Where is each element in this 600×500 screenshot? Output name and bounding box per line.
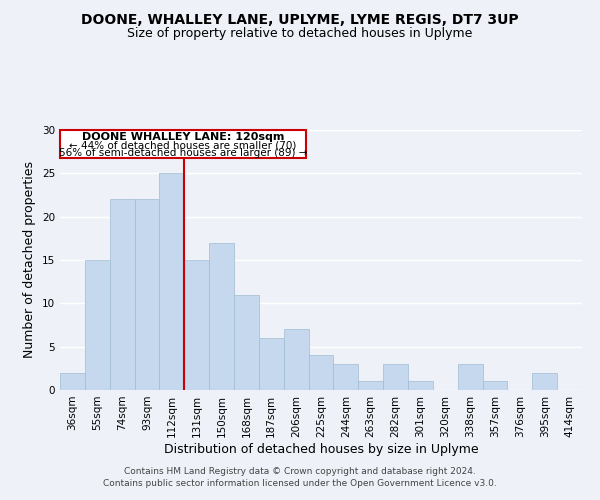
Bar (110, 200, 134, 390)
Bar (60, 372, 85, 390)
Bar (160, 174, 184, 390)
Text: DOONE, WHALLEY LANE, UPLYME, LYME REGIS, DT7 3UP: DOONE, WHALLEY LANE, UPLYME, LYME REGIS,… (81, 12, 519, 26)
Text: Size of property relative to detached houses in Uplyme: Size of property relative to detached ho… (127, 28, 473, 40)
Bar (532, 372, 557, 390)
FancyBboxPatch shape (60, 130, 306, 158)
Bar (209, 242, 234, 390)
Bar (408, 382, 433, 390)
X-axis label: Distribution of detached houses by size in Uplyme: Distribution of detached houses by size … (164, 442, 478, 456)
Bar (259, 338, 284, 390)
Y-axis label: Number of detached properties: Number of detached properties (23, 162, 37, 358)
Bar (134, 200, 160, 390)
Bar (284, 330, 308, 390)
Bar (358, 382, 383, 390)
Text: 56% of semi-detached houses are larger (89) →: 56% of semi-detached houses are larger (… (59, 148, 307, 158)
Bar (184, 260, 209, 390)
Bar (383, 364, 408, 390)
Text: Contains HM Land Registry data © Crown copyright and database right 2024.
Contai: Contains HM Land Registry data © Crown c… (103, 466, 497, 487)
Bar (334, 364, 358, 390)
Text: ← 44% of detached houses are smaller (70): ← 44% of detached houses are smaller (70… (70, 140, 297, 150)
Bar (482, 382, 508, 390)
Bar (308, 356, 334, 390)
Bar (85, 260, 110, 390)
Bar (234, 294, 259, 390)
Bar (458, 364, 482, 390)
Text: DOONE WHALLEY LANE: 120sqm: DOONE WHALLEY LANE: 120sqm (82, 132, 284, 142)
